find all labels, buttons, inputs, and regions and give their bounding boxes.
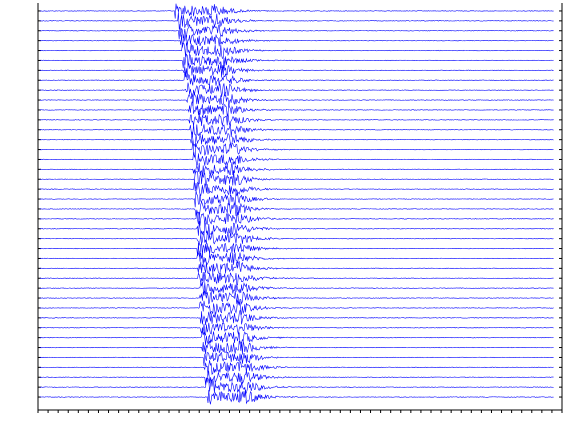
trace [39,63,554,78]
trace [39,92,554,107]
trace [39,131,554,148]
trace [39,82,554,98]
trace [39,151,554,167]
trace [39,290,554,306]
trace [39,123,554,138]
trace [39,101,554,117]
trace [39,161,554,176]
trace [39,113,554,126]
trace [39,389,554,405]
trace [39,281,554,295]
trace [39,180,554,197]
trace [39,190,554,208]
trace [39,221,554,236]
trace [39,271,554,286]
trace [39,34,554,48]
trace [39,260,554,275]
trace [39,140,554,157]
trace [39,210,554,226]
trace [39,201,554,217]
trace [39,42,554,59]
trace [39,3,554,19]
trace [39,250,554,265]
trace [39,322,554,336]
trace [39,71,554,86]
trace [39,340,554,355]
trace [39,369,554,385]
trace [39,232,554,246]
trace [39,309,554,326]
trace [39,351,554,367]
trace [39,300,554,315]
trace [39,329,554,346]
trace [39,242,554,257]
trace [39,24,554,40]
trace [39,378,554,394]
trace [39,360,554,376]
trace [39,12,554,30]
trace [39,171,554,186]
trace [39,53,554,69]
